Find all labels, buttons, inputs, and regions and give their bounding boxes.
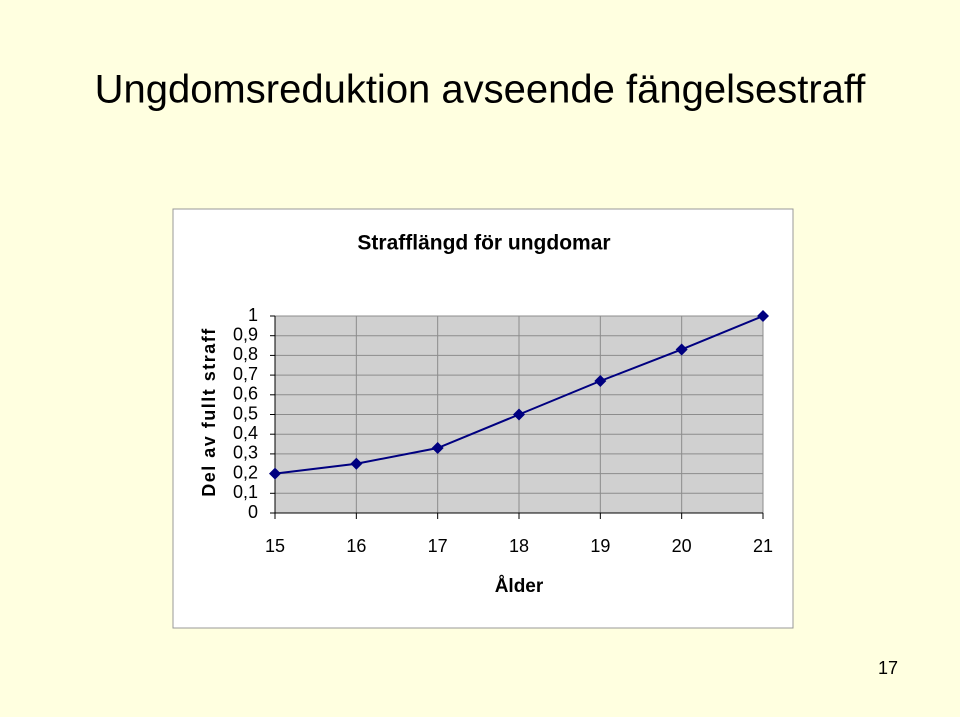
y-tick-label: 0,2 bbox=[233, 462, 258, 482]
y-tick-label: 0,9 bbox=[233, 324, 258, 344]
data-point bbox=[431, 441, 444, 454]
y-tick-label: 0,8 bbox=[233, 344, 258, 364]
slide-title: Ungdomsreduktion avseende fängelsestraff bbox=[95, 68, 867, 112]
y-axis-label: Del av fullt straff bbox=[199, 327, 219, 497]
y-tick-label: 0,6 bbox=[233, 384, 258, 404]
x-tick-label: 19 bbox=[590, 536, 610, 556]
y-tick-label: 0,1 bbox=[233, 482, 258, 502]
data-point bbox=[513, 408, 525, 421]
x-axis-label: Ålder bbox=[495, 576, 544, 597]
y-tick-label: 0,5 bbox=[233, 403, 258, 423]
data-point bbox=[269, 467, 281, 480]
y-tick-label: 0,7 bbox=[233, 364, 258, 384]
x-tick-label: 17 bbox=[428, 536, 448, 556]
data-point bbox=[675, 343, 688, 356]
x-tick-label: 15 bbox=[265, 536, 285, 556]
y-tick-label: 0 bbox=[248, 502, 258, 522]
data-point bbox=[757, 310, 769, 322]
y-tick-label: 1 bbox=[248, 305, 258, 325]
x-tick-label: 18 bbox=[509, 536, 529, 556]
y-tick-label: 0,3 bbox=[233, 443, 258, 463]
x-tick-label: 16 bbox=[346, 536, 366, 556]
x-tick-label: 20 bbox=[672, 536, 692, 556]
data-point bbox=[594, 375, 607, 388]
page-number: 17 bbox=[878, 658, 898, 678]
chart-title: Strafflängd för ungdomar bbox=[357, 232, 610, 255]
y-tick-label: 0,4 bbox=[233, 423, 258, 443]
data-point bbox=[350, 457, 363, 470]
x-tick-label: 21 bbox=[753, 536, 773, 556]
